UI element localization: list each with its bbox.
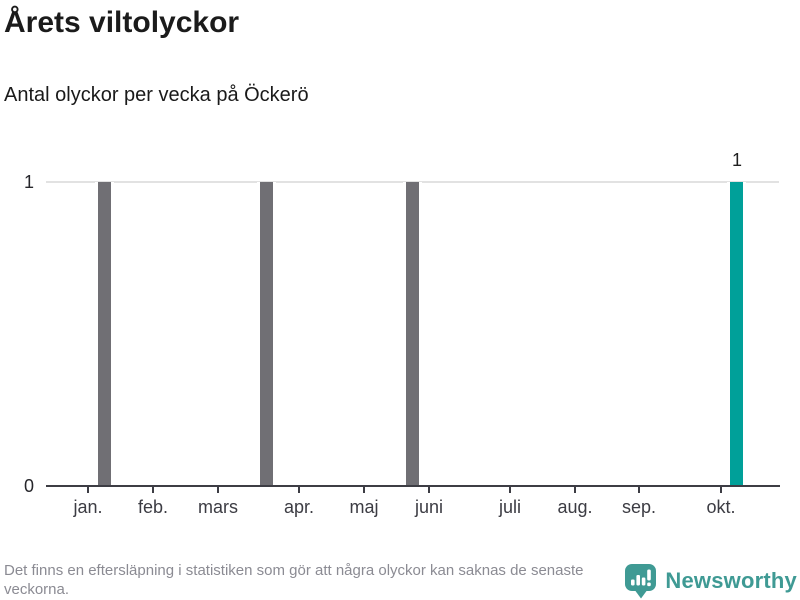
- x-axis-label-jan: jan.: [73, 497, 103, 517]
- bar-week-41: [730, 182, 743, 486]
- x-tick-juni: [428, 487, 430, 493]
- x-axis-label-feb: feb.: [137, 497, 169, 517]
- bar-value-label: 1: [731, 150, 742, 170]
- newsworthy-icon: [625, 564, 657, 599]
- bar-week-21: [406, 182, 419, 486]
- newsworthy-logo[interactable]: Newsworthy: [624, 562, 797, 600]
- brand-name: Newsworthy: [665, 568, 797, 593]
- x-axis-line: [46, 485, 780, 487]
- x-axis-label-mars: mars: [198, 497, 238, 517]
- x-axis-label-maj: maj: [349, 497, 379, 517]
- x-axis-label-sep: sep.: [621, 497, 657, 517]
- x-axis-label-apr: apr.: [283, 497, 315, 517]
- x-axis-label-juni: juni: [414, 497, 444, 517]
- x-axis-label-juli: juli: [498, 497, 521, 517]
- x-axis-label-okt: okt.: [706, 497, 736, 517]
- x-tick-jan: [87, 487, 89, 493]
- x-tick-mars: [217, 487, 219, 493]
- page-title: Årets viltolyckor: [4, 6, 240, 39]
- x-tick-okt: [720, 487, 722, 493]
- footer-disclaimer: Det finns en eftersläpning i statistiken…: [4, 562, 584, 598]
- x-tick-apr: [298, 487, 300, 493]
- x-tick-feb: [152, 487, 154, 493]
- chart-subtitle: Antal olyckor per vecka på Öckerö: [4, 84, 309, 106]
- x-axis-label-aug: aug.: [557, 497, 593, 517]
- bar-week-12: [260, 182, 273, 486]
- x-tick-sep: [638, 487, 640, 493]
- x-tick-juli: [509, 487, 511, 493]
- bar-week-2: [98, 182, 111, 486]
- x-tick-aug: [574, 487, 576, 493]
- y-axis-label-0: 0: [23, 476, 34, 496]
- x-tick-maj: [363, 487, 365, 493]
- y-axis-label-1: 1: [23, 172, 34, 192]
